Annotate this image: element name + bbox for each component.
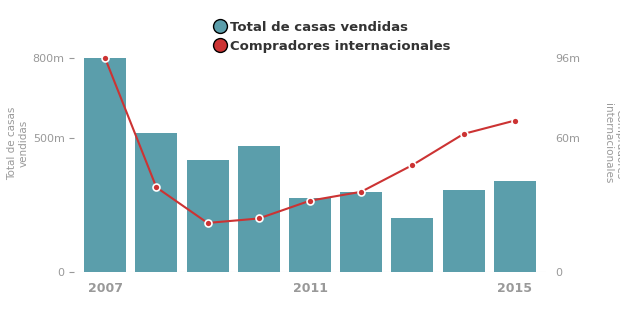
Bar [84,58,126,272]
Bar [238,146,280,272]
Bar [340,192,382,272]
Bar [135,133,177,272]
Bar [443,190,485,272]
Bar [187,160,229,272]
Y-axis label: Compradores
internacionales: Compradores internacionales [603,104,620,184]
Y-axis label: Total de casas
vendidas: Total de casas vendidas [7,107,29,180]
Bar [289,198,331,272]
Bar [494,181,536,272]
Bar [391,218,433,272]
Legend: Total de casas vendidas, Compradores internacionales: Total de casas vendidas, Compradores int… [213,17,454,57]
